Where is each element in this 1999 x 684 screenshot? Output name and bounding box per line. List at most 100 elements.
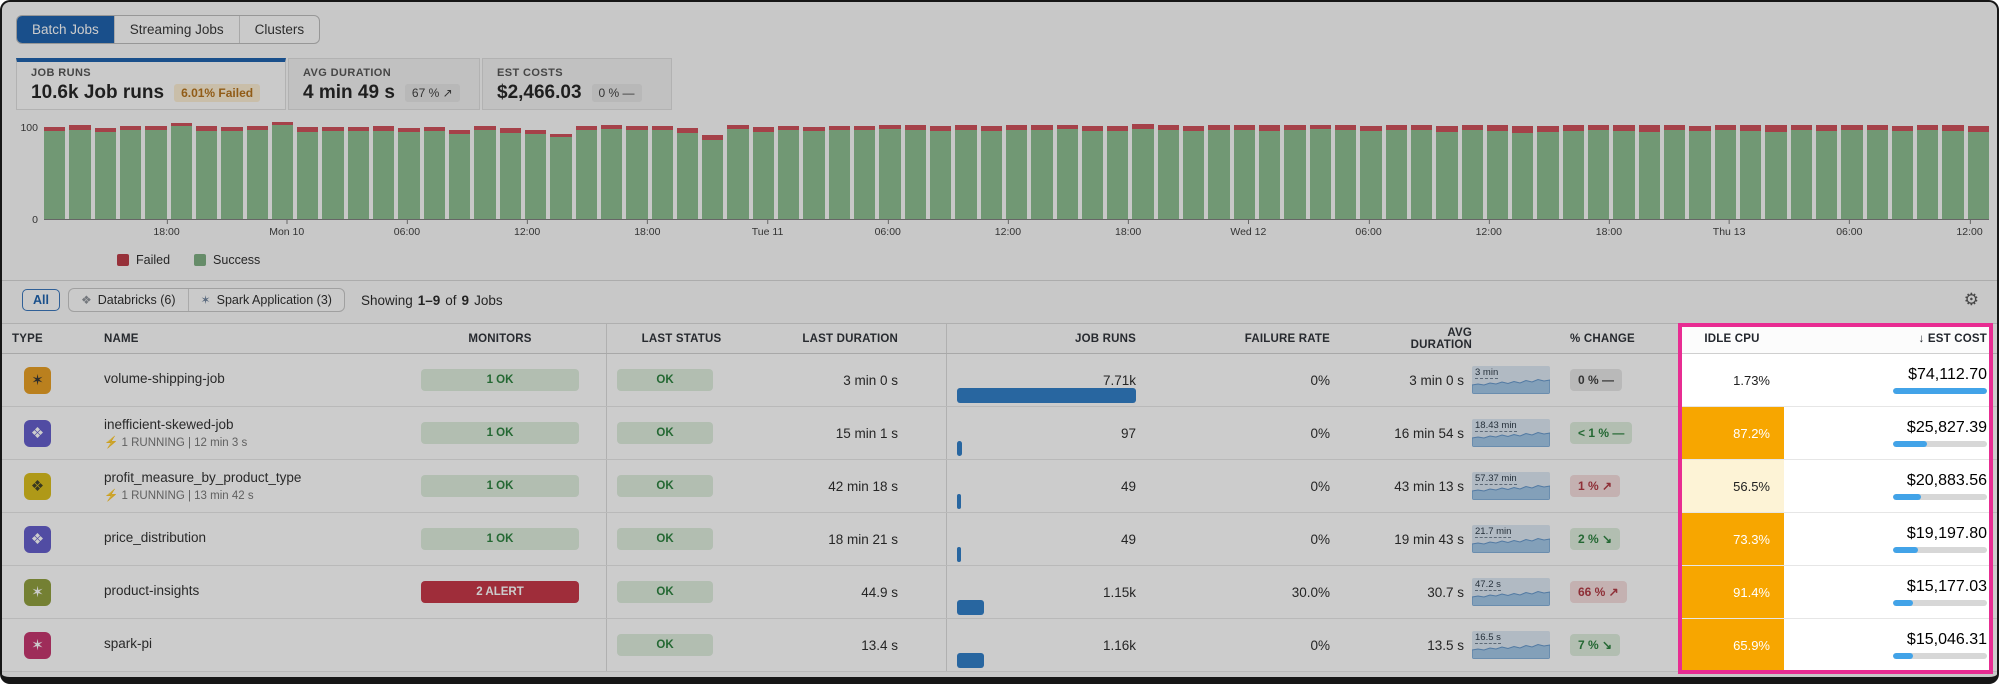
failure-rate: 0% [1310, 531, 1330, 547]
col-header-monitors[interactable]: MONITORS [468, 332, 532, 345]
table-row[interactable]: ❖ inefficient-skewed-job ⚡ 1 RUNNING | 1… [2, 407, 1997, 460]
col-header-job-runs[interactable]: JOB RUNS [946, 324, 1198, 353]
est-cost-bar-fill [1893, 653, 1913, 659]
y-tick-0: 0 [32, 214, 38, 226]
percent-change-badge: 66 % ↗ [1570, 581, 1627, 603]
est-cost-value: $74,112.70 [1908, 366, 1987, 383]
job-name[interactable]: product-insights [104, 583, 200, 598]
col-header-last-status[interactable]: LAST STATUS [606, 324, 756, 353]
job-name[interactable]: price_distribution [104, 530, 207, 545]
est-cost-bar [1893, 547, 1987, 553]
job-name[interactable]: spark-pi [104, 636, 153, 651]
filter-databricks-chip[interactable]: ❖ Databricks (6) [69, 289, 188, 311]
duration-sparkline: 47.2 s [1472, 578, 1550, 606]
est-cost-bar [1893, 494, 1987, 500]
est-cost-cell: $15,177.03 [1784, 578, 1997, 606]
metric-cards: JOB RUNS 10.6k Job runs 6.01% Failed AVG… [16, 58, 1997, 110]
duration-sparkline: 21.7 min [1472, 525, 1550, 553]
est-cost-bar [1893, 441, 1987, 447]
chart-legend: Failed Success [117, 250, 1997, 270]
failure-rate: 0% [1310, 372, 1330, 388]
col-header-change[interactable]: % CHANGE [1570, 332, 1635, 345]
percent-change-badge: < 1 % — [1570, 422, 1633, 444]
sparkline-peak-label: 47.2 s [1475, 579, 1501, 591]
idle-cpu-cell: 1.73% [1680, 354, 1784, 406]
est-cost-cell: $74,112.70 [1784, 366, 1997, 394]
col-header-type[interactable]: TYPE [12, 332, 43, 345]
percent-change-badge: 1 % ↗ [1570, 475, 1621, 497]
job-runs-bar-fill [957, 652, 984, 668]
jobs-table: TYPE NAME MONITORS LAST STATUS LAST DURA… [2, 323, 1997, 674]
failure-rate: 0% [1310, 478, 1330, 494]
settings-gear-icon[interactable]: ⚙ [1963, 290, 1979, 309]
table-row[interactable]: ✶ volume-shipping-job 1 OK OK 3 min 0 s … [2, 354, 1997, 407]
percent-change-badge: 7 % ↘ [1570, 634, 1621, 656]
job-runs-chart: 100 0 18:00 Mon 10 06:00 12:00 18:00 Tue 11 06… [2, 120, 1997, 242]
last-status-badge: OK [617, 528, 713, 550]
col-header-last-duration[interactable]: LAST DURATION [802, 332, 898, 345]
failure-rate: 30.0% [1291, 584, 1330, 600]
stacked-bars[interactable] [44, 120, 1990, 220]
tab-streaming-jobs[interactable]: Streaming Jobs [113, 16, 239, 43]
job-runs-count: 49 [1120, 531, 1136, 547]
table-row[interactable]: ❖ profit_measure_by_product_type ⚡ 1 RUN… [2, 460, 1997, 513]
filter-spark-chip[interactable]: ✶ Spark Application (3) [187, 289, 344, 311]
est-cost-value: $25,827.39 [1906, 419, 1987, 436]
card-label: AVG DURATION [303, 67, 392, 79]
est-costs-value: $2,466.03 [497, 82, 582, 103]
job-running-sub: ⚡ 1 RUNNING | 13 min 42 s [104, 490, 254, 502]
card-avg-duration[interactable]: AVG DURATION 4 min 49 s 67 % ↗ [288, 58, 480, 110]
job-name[interactable]: profit_measure_by_product_type [104, 470, 302, 485]
legend-failed-label: Failed [136, 253, 171, 267]
col-header-name[interactable]: NAME [104, 332, 139, 345]
job-type-icon: ✶ [24, 578, 51, 606]
idle-cpu-value: 1.73% [1733, 372, 1770, 388]
spark-chip-label: Spark Application (3) [216, 293, 332, 307]
job-type-glyph: ✶ [31, 637, 44, 654]
idle-cpu-value: 91.4% [1733, 584, 1770, 600]
table-header-row: TYPE NAME MONITORS LAST STATUS LAST DURA… [2, 324, 1997, 354]
job-type-icon: ❖ [24, 525, 51, 553]
x-axis-labels: 18:00 Mon 10 06:00 12:00 18:00 Tue 11 06:00 12:… [153, 220, 1983, 238]
job-runs-bar [957, 652, 1136, 668]
table-row[interactable]: ❖ price_distribution 1 OK OK 18 min 21 s… [2, 513, 1997, 566]
job-name[interactable]: volume-shipping-job [104, 371, 225, 386]
failed-swatch-icon [117, 254, 129, 266]
results-count: Showing 1–9 of 9 Jobs [360, 292, 503, 308]
table-row[interactable]: ✶ spark-pi OK 13.4 s 1.16k 0% 13.5 s 16.… [2, 619, 1997, 672]
avg-duration: 13.5 s [1427, 637, 1464, 653]
monitors-badge: 2 ALERT [421, 581, 579, 603]
view-tabs: Batch Jobs Streaming Jobs Clusters [16, 15, 321, 44]
failure-rate: 0% [1310, 425, 1330, 441]
job-name[interactable]: inefficient-skewed-job [104, 417, 234, 432]
card-label: EST COSTS [497, 67, 563, 79]
col-header-avg-duration[interactable]: AVG DURATION [1410, 326, 1472, 351]
est-costs-trend-badge: 0 % — [591, 84, 642, 102]
idle-cpu-cell: 65.9% [1680, 619, 1784, 671]
est-cost-value: $19,197.80 [1906, 525, 1987, 542]
last-duration: 42 min 18 s [828, 478, 898, 494]
tab-clusters[interactable]: Clusters [238, 16, 320, 43]
col-header-idle-cpu[interactable]: IDLE CPU [1704, 332, 1760, 345]
idle-cpu-cell: 56.5% [1680, 460, 1784, 512]
last-duration: 3 min 0 s [843, 372, 898, 388]
job-type-icon: ✶ [24, 366, 51, 394]
card-job-runs[interactable]: JOB RUNS 10.6k Job runs 6.01% Failed [16, 58, 286, 110]
idle-cpu-cell: 91.4% [1680, 566, 1784, 618]
failure-rate: 0% [1310, 637, 1330, 653]
filter-all-chip[interactable]: All [22, 289, 60, 311]
col-header-est-cost[interactable]: ↓ EST COST [1918, 332, 1987, 345]
table-row[interactable]: ✶ product-insights 2 ALERT OK 44.9 s 1.1… [2, 566, 1997, 619]
avg-duration: 30.7 s [1427, 584, 1464, 600]
job-running-sub: ⚡ 1 RUNNING | 12 min 3 s [104, 437, 248, 449]
avg-duration: 3 min 0 s [1409, 372, 1464, 388]
col-header-failure-rate[interactable]: FAILURE RATE [1244, 332, 1330, 345]
last-duration: 44.9 s [861, 584, 898, 600]
idle-cpu-value: 65.9% [1733, 637, 1770, 653]
est-cost-bar [1893, 388, 1987, 394]
tab-batch-jobs[interactable]: Batch Jobs [17, 16, 114, 43]
card-est-costs[interactable]: EST COSTS $2,466.03 0 % — [482, 58, 672, 110]
est-cost-cell: $19,197.80 [1784, 525, 1997, 553]
job-runs-bar-fill [957, 599, 984, 615]
idle-cpu-value: 56.5% [1733, 478, 1770, 494]
